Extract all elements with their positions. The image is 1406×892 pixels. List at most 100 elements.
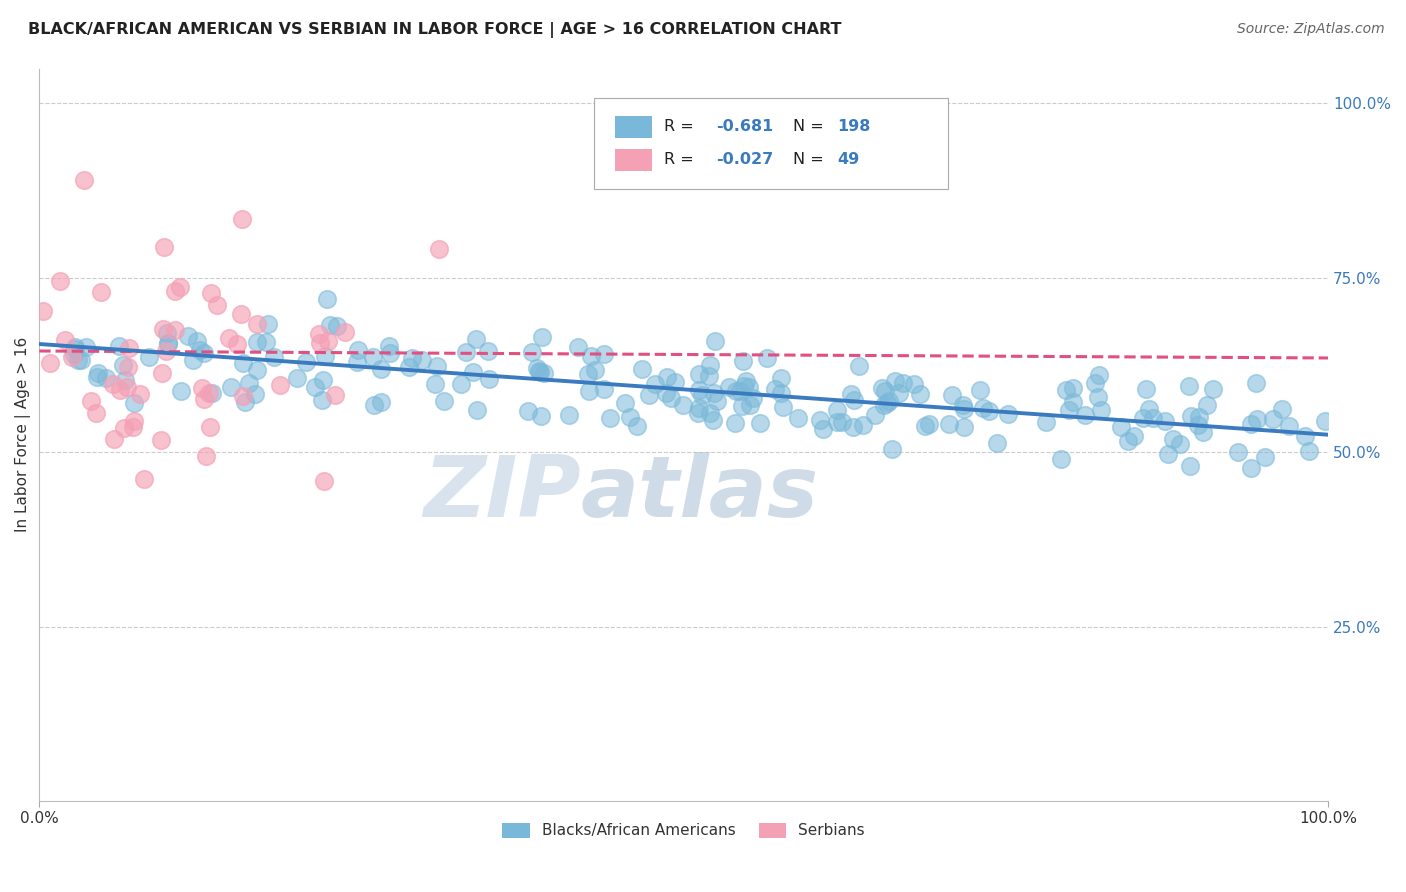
Point: [433, 394, 456, 409]
Point: [156, 326, 179, 340]
Point: [190, 380, 212, 394]
Point: [65, 340, 87, 354]
Text: 49: 49: [837, 152, 859, 167]
Text: 198: 198: [837, 119, 870, 134]
Point: [742, 392, 765, 406]
Point: [233, 394, 256, 409]
Point: [688, 383, 710, 397]
Point: [558, 409, 581, 423]
Point: [378, 339, 401, 353]
Point: [872, 398, 894, 412]
Point: [583, 363, 606, 377]
Point: [593, 382, 616, 396]
Point: [1087, 391, 1109, 405]
Point: [1157, 447, 1180, 461]
Point: [200, 420, 222, 434]
Point: [997, 407, 1019, 421]
Point: [225, 337, 247, 351]
Point: [231, 212, 253, 227]
Y-axis label: In Labor Force | Age > 16: In Labor Force | Age > 16: [15, 337, 31, 533]
Point: [876, 396, 898, 410]
Point: [198, 386, 221, 401]
Point: [73, 173, 96, 187]
Point: [733, 379, 755, 393]
Point: [62, 346, 84, 360]
Point: [728, 384, 751, 398]
FancyBboxPatch shape: [616, 116, 651, 138]
Point: [1227, 444, 1250, 458]
Point: [576, 367, 599, 381]
Point: [748, 416, 770, 430]
Point: [738, 380, 761, 394]
Point: [243, 386, 266, 401]
Legend: Blacks/African Americans, Serbians: Blacks/African Americans, Serbians: [496, 817, 872, 845]
Point: [877, 394, 900, 409]
Point: [579, 349, 602, 363]
Point: [311, 392, 333, 407]
Point: [87, 366, 110, 380]
Point: [1054, 383, 1077, 397]
Point: [53, 333, 76, 347]
Point: [219, 380, 242, 394]
Point: [1298, 443, 1320, 458]
Point: [117, 360, 139, 375]
Point: [319, 318, 342, 332]
Point: [347, 343, 370, 357]
Point: [263, 351, 285, 365]
Point: [672, 398, 695, 412]
Point: [411, 352, 433, 367]
Point: [825, 415, 848, 429]
Point: [314, 349, 336, 363]
Point: [316, 292, 339, 306]
Text: Source: ZipAtlas.com: Source: ZipAtlas.com: [1237, 22, 1385, 37]
Point: [112, 359, 135, 373]
Point: [637, 388, 659, 402]
Point: [529, 409, 551, 423]
Point: [664, 375, 686, 389]
Point: [848, 359, 870, 373]
Point: [986, 435, 1008, 450]
Point: [1315, 414, 1337, 428]
Point: [401, 351, 423, 366]
Point: [644, 376, 666, 391]
Point: [163, 322, 186, 336]
Point: [461, 365, 484, 379]
Point: [308, 336, 330, 351]
Point: [103, 432, 125, 446]
Point: [953, 419, 976, 434]
Point: [703, 386, 725, 401]
Point: [527, 364, 550, 378]
Point: [1261, 411, 1284, 425]
Text: N =: N =: [793, 119, 830, 134]
Point: [1116, 434, 1139, 449]
Point: [593, 347, 616, 361]
Point: [465, 332, 488, 346]
Point: [86, 369, 108, 384]
Point: [808, 413, 831, 427]
Point: [699, 406, 721, 420]
Point: [38, 356, 60, 370]
Point: [285, 371, 308, 385]
Point: [165, 284, 187, 298]
Point: [952, 398, 974, 412]
Point: [688, 406, 710, 420]
Point: [522, 345, 544, 359]
Point: [118, 341, 141, 355]
Point: [889, 386, 911, 401]
Point: [86, 406, 108, 420]
Point: [427, 242, 450, 256]
Point: [363, 398, 385, 412]
Point: [155, 344, 177, 359]
Point: [702, 413, 724, 427]
Point: [626, 419, 648, 434]
Point: [725, 384, 748, 398]
Point: [659, 391, 682, 405]
Point: [450, 376, 472, 391]
Text: -0.027: -0.027: [716, 152, 773, 167]
Point: [619, 409, 641, 424]
Point: [346, 355, 368, 369]
Point: [531, 330, 554, 344]
FancyBboxPatch shape: [593, 98, 948, 189]
Point: [426, 359, 449, 373]
Point: [1187, 418, 1209, 433]
